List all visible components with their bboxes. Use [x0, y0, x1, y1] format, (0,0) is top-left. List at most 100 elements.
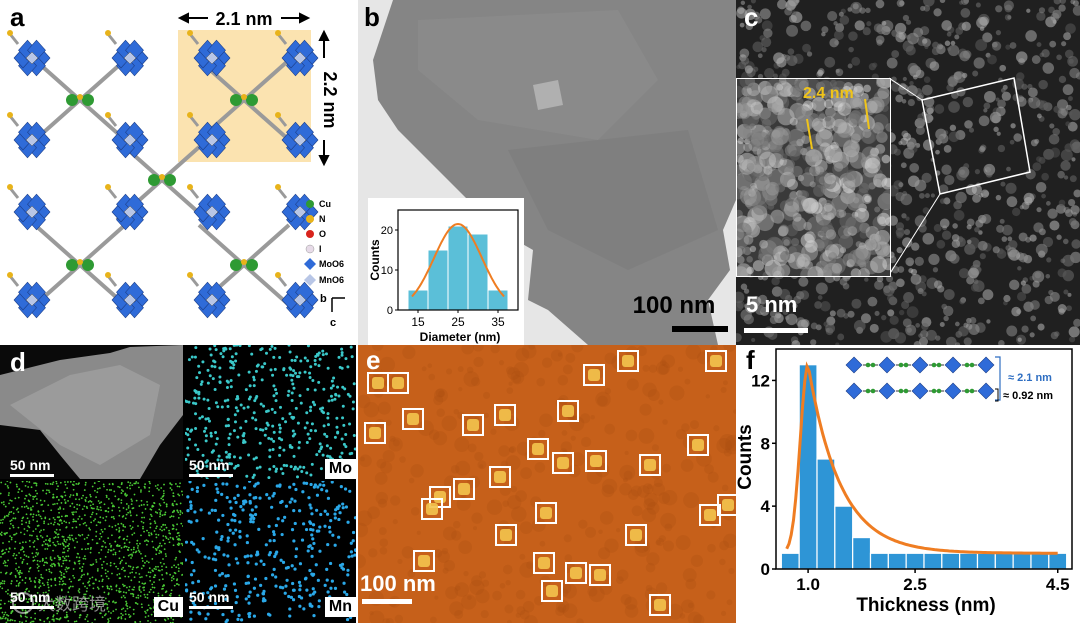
thickness-bar [1048, 552, 1068, 570]
polyoxometalate-cluster [105, 184, 149, 231]
watermark: 大数跨境 [12, 590, 106, 615]
cu-atom [164, 174, 176, 186]
scalebar-c-line [744, 328, 808, 333]
diameter-bar [467, 233, 489, 311]
polyoxometalate-cluster [7, 272, 51, 319]
inset-xtick: 35 [491, 315, 505, 329]
mn-map-label: Mn [324, 597, 356, 617]
watermark-text: 大数跨境 [38, 595, 106, 614]
f-ytick: 8 [761, 434, 770, 453]
polyoxometalate-cluster [187, 272, 231, 319]
afm-image [358, 345, 736, 623]
inset-xlabel: Diameter (nm) [420, 330, 501, 344]
particle-box [705, 350, 727, 372]
panel-d-label: d [10, 347, 26, 377]
particle-box [413, 550, 435, 572]
diameter-histogram: 15 25 35 0 10 20 Diameter (nm) Counts [368, 209, 519, 344]
scalebar-e-text: 100 nm [360, 571, 436, 596]
particle-box [617, 350, 639, 372]
nanoparticle [499, 409, 511, 421]
particle-box [583, 364, 605, 386]
scalebar-b: 100 nm [624, 292, 724, 320]
particle-box [535, 502, 557, 524]
particle-box [585, 450, 607, 472]
panel-f: 1.0 2.5 4.5 0 4 8 12 Thickness (nm) Counts ≈ 2… [736, 345, 1080, 623]
layer-schematic [845, 356, 995, 400]
watermark-logo-icon [12, 591, 34, 614]
panel-b: b 15 25 35 0 10 20 Diameter (nm) Counts 100 n… [358, 0, 736, 345]
particle-box [421, 498, 443, 520]
scalebar-d1-text: 50 nm [10, 457, 51, 473]
diameter-histogram-inset: 15 25 35 0 10 20 Diameter (nm) Counts [368, 198, 524, 345]
width-dimension-arrow [177, 12, 311, 24]
thickness-bar [976, 552, 996, 570]
f-xtick: 1.0 [796, 575, 820, 594]
polyoxometalate-cluster [7, 30, 51, 77]
particle-box [364, 422, 386, 444]
particle-box [453, 478, 475, 500]
particle-box [533, 552, 555, 574]
panel-c-label: c [744, 2, 759, 32]
thickness-histogram: 1.0 2.5 4.5 0 4 8 12 Thickness (nm) Counts ≈ 2… [736, 348, 1073, 616]
diameter-bar [447, 225, 469, 311]
polyoxometalate-cluster [7, 112, 51, 159]
particle-box [541, 580, 563, 602]
thickness-bar [834, 505, 854, 570]
thickness-bar [941, 552, 961, 570]
f-ytick: 0 [761, 560, 770, 579]
nanoparticle [704, 509, 716, 521]
polyoxometalate-cluster [187, 30, 231, 77]
thickness-bar [816, 458, 836, 570]
legend-moo6: MoO6 [319, 259, 344, 269]
particle-box [387, 372, 409, 394]
cu-atom [230, 259, 242, 271]
polyoxometalate-cluster [105, 112, 149, 159]
thickness-bar [869, 552, 889, 570]
nanoparticle [654, 599, 666, 611]
diameter-fit-curve [411, 222, 505, 298]
mn-map: 50 nm Mn [185, 481, 356, 623]
particle-box [402, 408, 424, 430]
cu-atom [148, 174, 160, 186]
nanoparticle [588, 369, 600, 381]
panel-c: 2.4 nm c 5 nm [736, 0, 1080, 345]
height-dimension-arrow [318, 29, 330, 167]
nanoparticle [467, 419, 479, 431]
inset-xtick: 15 [411, 315, 425, 329]
scalebar-b-line [672, 326, 728, 332]
nanoparticle [540, 507, 552, 519]
inset-ylabel: Counts [368, 239, 382, 281]
nanoparticle [562, 405, 574, 417]
particle-box [462, 414, 484, 436]
nanoparticle [500, 529, 512, 541]
particle-box [552, 452, 574, 474]
thickness-bar [959, 552, 979, 570]
nanoparticle [407, 413, 419, 425]
nanoparticle [630, 529, 642, 541]
cu-atom [246, 94, 258, 106]
thickness-bar [905, 552, 925, 570]
panel-f-label: f [746, 345, 755, 375]
nanoparticle [692, 439, 704, 451]
thickness-bar [1012, 552, 1032, 570]
diameter-bar [407, 289, 429, 311]
polyoxometalate-cluster [7, 184, 51, 231]
nanoparticle [369, 427, 381, 439]
f-xtick: 4.5 [1046, 575, 1070, 594]
panel-b-label: b [364, 2, 380, 32]
nanoparticle [372, 377, 384, 389]
thickness-bar [852, 536, 872, 570]
nanoparticle [538, 557, 550, 569]
polyoxometalate-cluster [105, 272, 149, 319]
thickness-bar [780, 552, 800, 570]
scalebar-e-line [362, 599, 412, 604]
particle-box [625, 524, 647, 546]
mo-map: 50 nm Mo [185, 345, 356, 479]
thickness-bar [887, 552, 907, 570]
monolayer-annotation: ≈ 0.92 nm [1003, 390, 1053, 402]
cu-atom [230, 94, 242, 106]
polyoxometalate-cluster [187, 184, 231, 231]
nanoparticle [494, 471, 506, 483]
inset-ytick: 20 [381, 225, 393, 237]
particle-box [489, 466, 511, 488]
